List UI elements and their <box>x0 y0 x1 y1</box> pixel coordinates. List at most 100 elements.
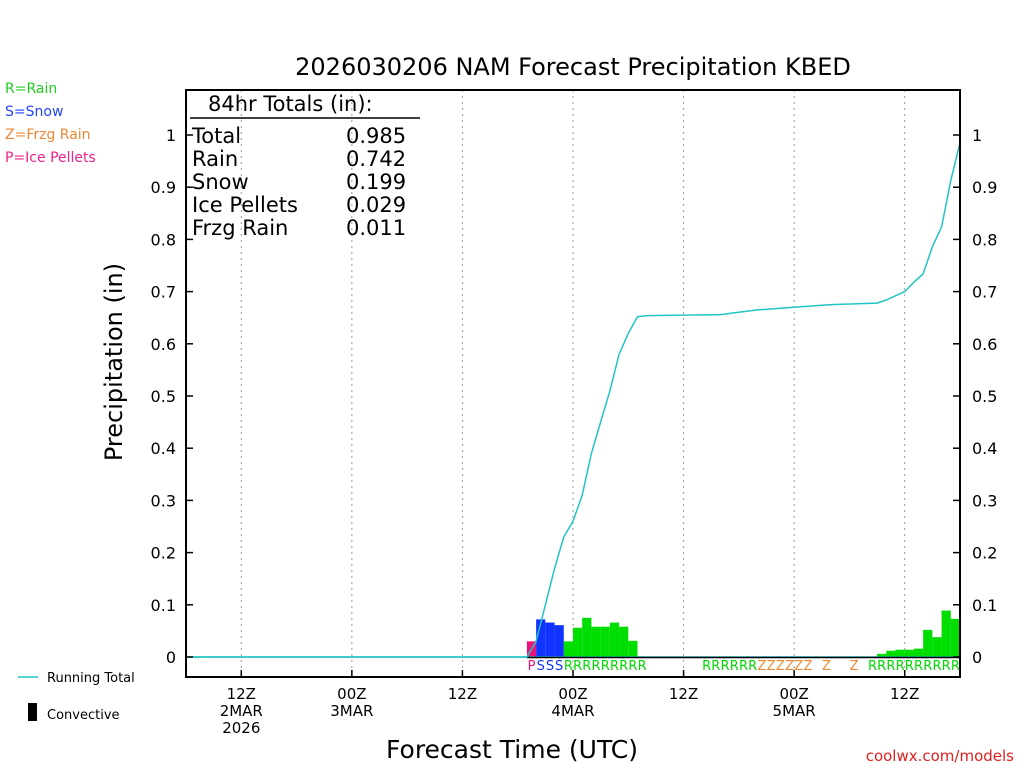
precip-bar <box>941 610 951 657</box>
totals-label-rain: Rain <box>192 147 238 171</box>
y-tick-label-left: 0.6 <box>151 335 176 354</box>
precip-type-letter: R <box>923 659 932 674</box>
running-total-legend-label: Running Total <box>47 671 135 686</box>
precip-type-letter: R <box>914 659 923 674</box>
precip-bar <box>609 622 620 657</box>
precip-type-letter: R <box>628 659 637 674</box>
precip-type-letter: R <box>582 659 591 674</box>
precip-type-letter: Z <box>804 659 813 674</box>
y-tick-label-right: 0.2 <box>972 544 997 563</box>
precip-bar <box>591 626 601 657</box>
precip-type-letter: R <box>564 659 573 674</box>
precip-bar <box>904 649 914 657</box>
precip-bar <box>886 650 896 657</box>
precip-bar <box>554 625 564 657</box>
precip-type-letter: Z <box>785 659 794 674</box>
convective-legend-label: Convective <box>47 708 120 723</box>
y-tick-label-left: 0.2 <box>151 544 176 563</box>
running-total-line <box>186 142 961 658</box>
precip-bar <box>950 618 960 657</box>
legend-snow-text: S=Snow <box>5 104 64 120</box>
precip-type-letter: R <box>877 659 886 674</box>
precip-type-letter: R <box>739 659 748 674</box>
totals-value-total: 0.985 <box>346 124 406 148</box>
precip-type-letter: R <box>905 659 914 674</box>
precip-bar <box>628 640 638 657</box>
x-tick-label: 00Z <box>337 685 366 703</box>
y-tick-label-right: 0.7 <box>972 283 997 302</box>
precip-type-letter: R <box>721 659 730 674</box>
precip-bar <box>932 637 942 657</box>
x-tick-label: 00Z <box>779 685 808 703</box>
precip-type-letter: Z <box>767 659 776 674</box>
credit-link[interactable]: coolwx.com/models <box>866 747 1014 765</box>
y-tick-label-right: 0.4 <box>972 439 997 458</box>
running-total-series <box>186 142 961 658</box>
legend-ice-pellets-text: P=Ice Pellets <box>5 150 96 166</box>
precip-type-letter: R <box>748 659 757 674</box>
y-tick-label-left: 1 <box>166 126 176 145</box>
precip-type-letter: P <box>528 659 536 674</box>
legend-snow: S=Snow <box>5 104 63 120</box>
precip-type-letter: R <box>730 659 739 674</box>
precip-type-letter: S <box>546 659 554 674</box>
chart-title: 2026030206 NAM Forecast Precipitation KB… <box>295 53 851 81</box>
y-tick-label-left: 0.8 <box>151 230 176 249</box>
precip-bar <box>563 641 573 657</box>
precip-bar <box>573 627 583 657</box>
y-tick-label-right: 0.5 <box>972 387 997 406</box>
totals-label-ice-pellets: Ice Pellets <box>192 193 298 217</box>
precip-bar <box>913 648 924 657</box>
legend-frzg-rain-text: Z=Frzg Rain <box>5 127 91 143</box>
precip-bars <box>192 610 960 659</box>
legend-frzg-rain: Z=Frzg Rain <box>5 127 91 143</box>
precip-type-letter: R <box>592 659 601 674</box>
totals-box: 84hr Totals (in): Total 0.985 Rain 0.742… <box>190 92 420 240</box>
precip-bar <box>619 626 629 657</box>
x-tick-label: 12Z <box>448 685 477 703</box>
y-tick-label-left: 0.5 <box>151 387 176 406</box>
legend-ice-pellets: P=Ice Pellets <box>5 150 96 166</box>
y-tick-label-left: 0.9 <box>151 178 176 197</box>
precip-type-letter: R <box>573 659 582 674</box>
totals-value-ice-pellets: 0.029 <box>346 193 406 217</box>
precip-type-letter: R <box>932 659 941 674</box>
x-tick-label: 12Z <box>890 685 919 703</box>
precip-type-letter: Z <box>776 659 785 674</box>
y-tick-label-right: 0.1 <box>972 596 997 615</box>
precip-type-letter: R <box>610 659 619 674</box>
precip-type-letter: R <box>942 659 951 674</box>
precip-type-letter: R <box>619 659 628 674</box>
precip-type-letter: R <box>886 659 895 674</box>
y-axis-ticks: 0 0 0.1 0.1 0.2 0.2 0.3 0.3 0.4 0.4 0.5 0.5 0.6 0.6 0.… <box>151 126 998 667</box>
x-tick-label: 12Z <box>669 685 698 703</box>
precip-type-letter: R <box>896 659 905 674</box>
precip-type-letter: R <box>601 659 610 674</box>
y-tick-label-right: 0 <box>972 648 982 667</box>
y-tick-label-right: 0.6 <box>972 335 997 354</box>
precip-type-letter: R <box>702 659 711 674</box>
precip-type-letter: Z <box>850 659 859 674</box>
x-tick-label: 2026 <box>222 719 260 737</box>
precip-bar <box>877 653 887 657</box>
totals-value-rain: 0.742 <box>346 147 406 171</box>
precip-type-letter: Z <box>757 659 766 674</box>
precip-type-letter: Z <box>822 659 831 674</box>
y-tick-label-left: 0.3 <box>151 491 176 510</box>
precip-type-letter: R <box>951 659 960 674</box>
y-tick-label-right: 0.9 <box>972 178 997 197</box>
precip-type-letter: R <box>868 659 877 674</box>
precip-bar <box>600 626 610 657</box>
y-tick-label-left: 0.1 <box>151 596 176 615</box>
totals-header: 84hr Totals (in): <box>208 92 373 116</box>
totals-label-snow: Snow <box>192 170 249 194</box>
x-tick-label: 4MAR <box>551 702 594 720</box>
precip-bar <box>582 617 592 657</box>
y-tick-label-left: 0 <box>166 648 176 667</box>
precip-bar <box>545 622 555 657</box>
x-tick-label: 5MAR <box>773 702 816 720</box>
totals-label-total: Total <box>191 124 241 148</box>
totals-value-frzg-rain: 0.011 <box>346 216 406 240</box>
